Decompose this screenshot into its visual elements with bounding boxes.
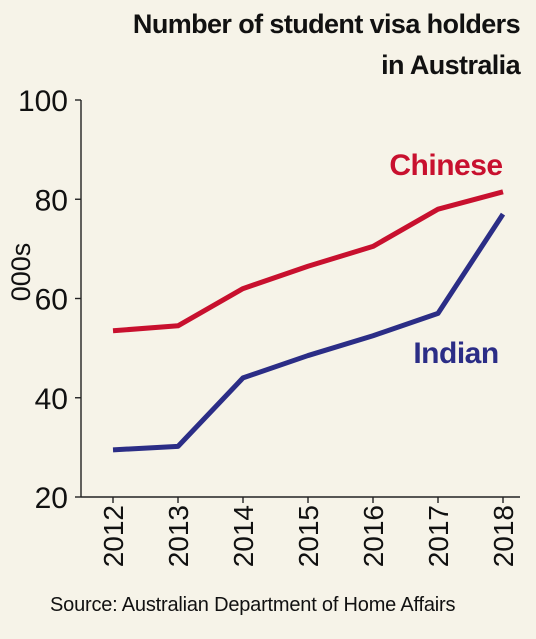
x-tick-label: 2017 — [423, 505, 454, 567]
x-tick-label: 2015 — [293, 505, 324, 567]
series-labels: Chinese Indian — [389, 149, 503, 370]
x-axis-ticks: 2012 2013 2014 2015 2016 2017 2018 — [98, 497, 519, 567]
y-axis-label: 000s — [6, 243, 36, 302]
y-tick-label: 40 — [35, 383, 68, 416]
x-tick-label: 2013 — [163, 505, 194, 567]
y-axis-ticks: 20 40 60 80 100 — [18, 85, 81, 515]
chart-title: Number of student visa holders in Austra… — [132, 4, 521, 86]
x-tick-label: 2016 — [358, 505, 389, 567]
chart-series-lines — [112, 189, 506, 453]
series-label-chinese: Chinese — [389, 149, 502, 182]
chart-title-line-2: in Australia — [381, 50, 520, 80]
y-tick-label: 80 — [35, 184, 68, 217]
source-note: Source: Australian Department of Home Af… — [50, 594, 456, 616]
x-tick-label: 2012 — [98, 505, 129, 567]
series-line-chinese — [112, 189, 504, 334]
line-chart: 20 40 60 80 100 2012 2013 2014 2015 2016 2017 2018… — [6, 85, 520, 567]
series-line-indian — [112, 212, 506, 453]
chart-title-line-1: Number of student visa holders — [132, 9, 521, 39]
x-tick-label: 2014 — [228, 505, 259, 567]
y-tick-label: 60 — [35, 284, 68, 317]
y-tick-label: 100 — [18, 85, 68, 118]
y-tick-label: 20 — [35, 482, 68, 515]
x-tick-label: 2018 — [488, 505, 519, 567]
series-label-indian: Indian — [413, 337, 498, 370]
